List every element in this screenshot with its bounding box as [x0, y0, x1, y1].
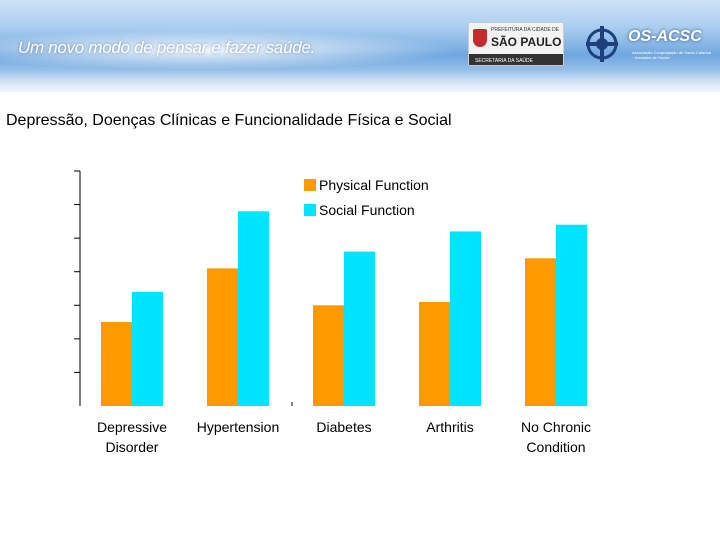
legend-swatch	[304, 204, 316, 216]
x-tick-label: Diabetes	[316, 419, 371, 435]
bar-social-function-3	[450, 231, 481, 406]
city-logo-name: SÃO PAULO	[491, 35, 562, 49]
header-banner: Um novo modo de pensar e fazer saúde. PR…	[0, 0, 720, 92]
x-tick-label: Depressive	[97, 419, 167, 435]
chart-x-labels: Depressive Disorder Hypertension Diabetes Ar…	[97, 419, 591, 455]
city-logo-prefix: PREFEITURA DA CIDADE DE	[491, 27, 560, 33]
bar-physical-function-0	[101, 322, 132, 406]
chart-bars	[101, 211, 587, 406]
banner-glow	[0, 30, 460, 70]
x-tick-label: Hypertension	[197, 419, 280, 435]
banner-fade	[0, 70, 720, 92]
bar-physical-function-1	[207, 268, 238, 406]
chart-axes	[74, 170, 293, 406]
os-acsc-emblem-icon	[586, 26, 618, 62]
legend-entry: Social Function	[319, 202, 415, 218]
bar-physical-function-3	[419, 301, 450, 406]
bar-social-function-4	[556, 224, 587, 406]
x-tick-label: Disorder	[106, 439, 159, 455]
bar-social-function-2	[344, 251, 375, 406]
bar-physical-function-2	[313, 305, 344, 406]
header-tagline: Um novo modo de pensar e fazer saúde.	[18, 38, 315, 57]
x-tick-label: Condition	[526, 439, 585, 455]
city-logo-bar: SECRETARIA DA SAÚDE	[469, 54, 563, 65]
x-tick-label: No Chronic	[521, 419, 591, 435]
os-acsc-logo-sub: Associação Congregação de Santa Catarina…	[632, 50, 711, 60]
city-logo-sub: SECRETARIA DA SAÚDE	[475, 58, 533, 64]
chart-legend: Physical Function Social Function	[304, 177, 429, 218]
legend-swatch	[304, 179, 316, 191]
os-acsc-logo-name: OS-ACSC	[628, 28, 702, 45]
sao-paulo-logo: PREFEITURA DA CIDADE DE SÃO PAULO SECRET…	[468, 22, 564, 66]
x-tick-label: Arthritis	[426, 419, 473, 435]
slide-title: Depressão, Doenças Clínicas e Funcionali…	[6, 112, 452, 129]
bar-social-function-0	[132, 291, 163, 406]
bar-social-function-1	[238, 211, 269, 406]
city-crest-icon	[473, 29, 487, 47]
legend-entry: Physical Function	[319, 177, 429, 193]
bar-physical-function-4	[525, 258, 556, 406]
